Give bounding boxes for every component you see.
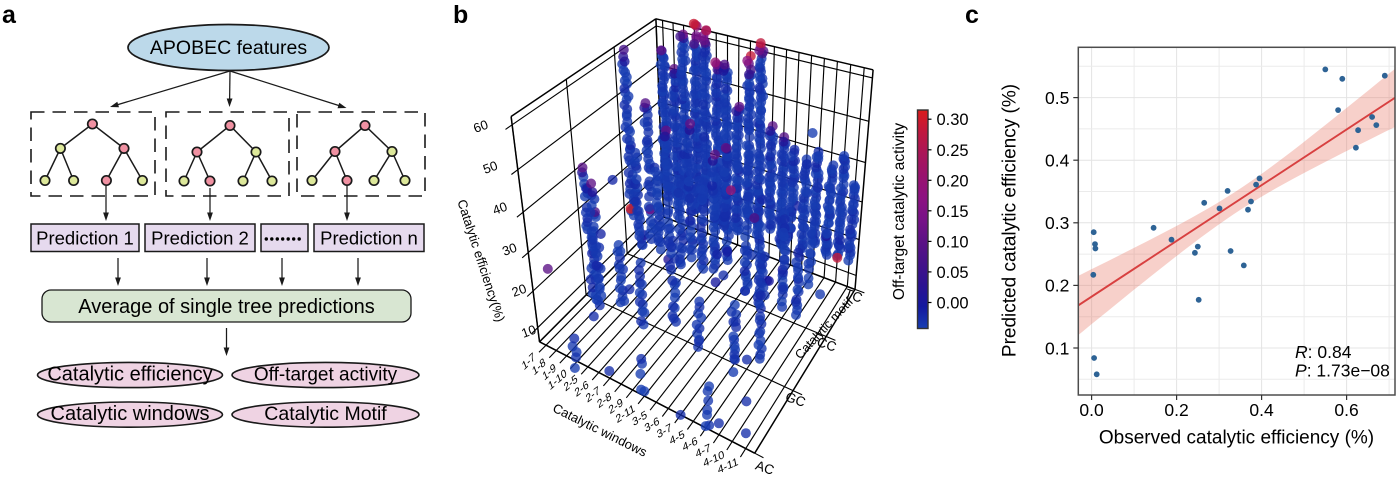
- svg-text:Catalytic windows: Catalytic windows: [51, 403, 210, 425]
- svg-text:Prediction n: Prediction n: [320, 228, 418, 249]
- svg-text:0.2: 0.2: [1045, 276, 1069, 296]
- svg-text:0.20: 0.20: [937, 172, 969, 190]
- svg-text:R: 0.84: R: 0.84: [1295, 342, 1352, 362]
- svg-text:0.2: 0.2: [1164, 400, 1188, 420]
- svg-text:Observed catalytic efficiency: Observed catalytic efficiency (%): [1099, 428, 1374, 449]
- svg-text:b: b: [453, 1, 468, 29]
- svg-text:50: 50: [481, 158, 500, 177]
- svg-text:0.1: 0.1: [1045, 338, 1069, 358]
- svg-text:0.30: 0.30: [937, 111, 969, 129]
- svg-text:GC: GC: [784, 389, 808, 410]
- svg-text:Catalytic efficiency(%): Catalytic efficiency(%): [454, 198, 508, 324]
- svg-text:P: 1.73e−08: P: 1.73e−08: [1295, 361, 1390, 381]
- svg-text:60: 60: [471, 117, 490, 136]
- svg-text:0.05: 0.05: [937, 264, 969, 282]
- svg-text:Catalytic Motif: Catalytic Motif: [264, 403, 387, 425]
- svg-text:10: 10: [519, 322, 538, 341]
- svg-text:Catalytic efficiency: Catalytic efficiency: [47, 364, 212, 386]
- svg-text:Average of single tree predict: Average of single tree predictions: [78, 296, 374, 318]
- svg-text:0.4: 0.4: [1249, 400, 1274, 420]
- svg-text:Off-target catalytic activity: Off-target catalytic activity: [891, 123, 908, 300]
- svg-text:20: 20: [510, 281, 529, 300]
- svg-text:0.10: 0.10: [937, 233, 969, 251]
- svg-text:Off-target activity: Off-target activity: [254, 365, 398, 386]
- svg-text:c: c: [965, 1, 979, 29]
- svg-text:CC: CC: [815, 334, 839, 355]
- svg-text:0.00: 0.00: [937, 295, 969, 313]
- svg-text:AC: AC: [754, 458, 777, 478]
- svg-text:Prediction 1: Prediction 1: [36, 228, 134, 249]
- svg-text:0.25: 0.25: [937, 142, 969, 160]
- svg-text:0.5: 0.5: [1045, 88, 1069, 108]
- svg-text:Prediction 2: Prediction 2: [151, 228, 249, 249]
- svg-text:Predicted catalytic efficiency: Predicted catalytic efficiency (%): [1000, 84, 1021, 357]
- svg-text:a: a: [2, 1, 17, 29]
- svg-text:0.3: 0.3: [1045, 213, 1069, 233]
- svg-text:0.6: 0.6: [1334, 400, 1358, 420]
- svg-text:0.4: 0.4: [1045, 151, 1070, 171]
- svg-text:TC: TC: [843, 286, 865, 306]
- svg-text:40: 40: [490, 199, 509, 218]
- svg-text:0.15: 0.15: [937, 203, 969, 221]
- svg-text:APOBEC features: APOBEC features: [150, 37, 307, 59]
- svg-text:0.0: 0.0: [1079, 400, 1104, 420]
- svg-text:30: 30: [500, 240, 519, 259]
